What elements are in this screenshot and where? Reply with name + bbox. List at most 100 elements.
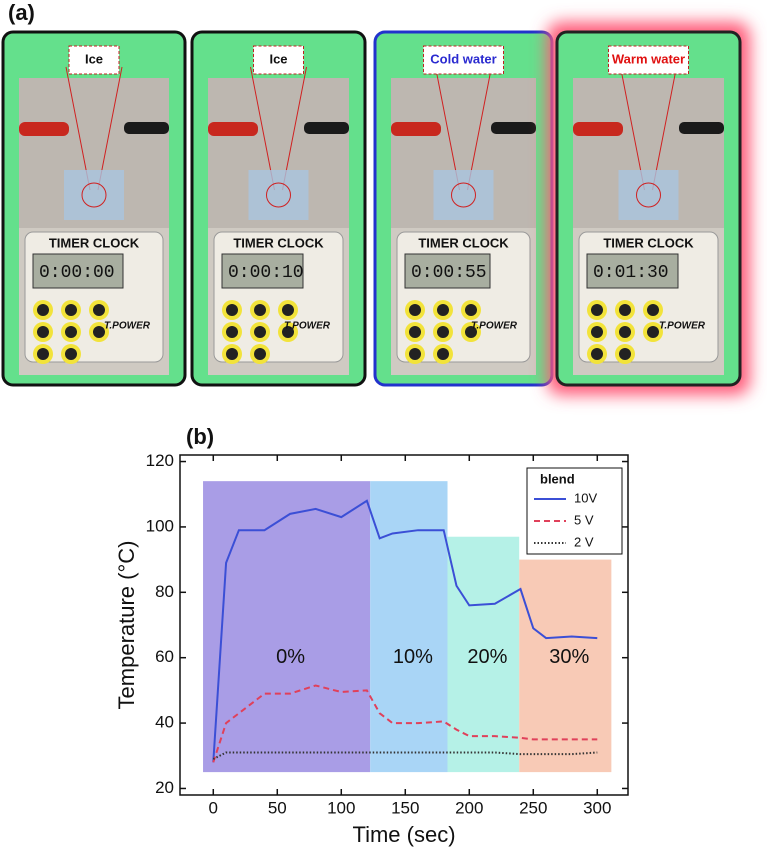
clip-right xyxy=(124,122,169,134)
button xyxy=(591,348,603,360)
sample xyxy=(64,170,124,220)
button xyxy=(282,326,294,338)
timer xyxy=(396,231,531,363)
timer-title: TIMER CLOCK xyxy=(418,235,509,250)
region-label: 30% xyxy=(549,646,589,668)
y-axis-title: Temperature (°C) xyxy=(114,541,139,710)
button xyxy=(282,304,294,316)
timer xyxy=(578,231,719,363)
region-label: 0% xyxy=(276,646,305,668)
sample xyxy=(248,170,309,220)
panel-label: (a) xyxy=(8,0,35,25)
y-tick-label: 80 xyxy=(155,582,174,601)
button xyxy=(465,326,477,338)
button xyxy=(65,326,77,338)
clip-right xyxy=(491,122,536,134)
clip-right xyxy=(679,122,724,134)
clip-left xyxy=(573,122,623,136)
tag: Ice xyxy=(269,51,287,66)
y-tick-label: 120 xyxy=(146,451,174,470)
button xyxy=(409,348,421,360)
button xyxy=(226,304,238,316)
series-line xyxy=(212,684,598,763)
timer-screen xyxy=(32,253,124,289)
timer-title: TIMER CLOCK xyxy=(233,235,324,250)
timer-time: 0:00:10 xyxy=(228,263,304,283)
brand: T.POWER xyxy=(471,321,518,332)
timer-title: TIMER CLOCK xyxy=(603,235,694,250)
timer-screen xyxy=(586,253,679,289)
button xyxy=(65,304,77,316)
clip-right xyxy=(304,122,349,134)
button xyxy=(465,304,477,316)
timer-screen xyxy=(404,253,491,289)
button xyxy=(619,304,631,316)
sample xyxy=(433,170,494,220)
tag-box xyxy=(608,45,689,75)
timer-title: TIMER CLOCK xyxy=(49,235,140,250)
legend-label: 5 V xyxy=(574,512,594,527)
y-tick-label: 100 xyxy=(146,516,174,535)
button xyxy=(254,326,266,338)
tag-box xyxy=(253,45,304,75)
zoom-lines xyxy=(620,66,677,191)
region-label: 20% xyxy=(467,646,507,668)
region xyxy=(519,559,612,773)
button xyxy=(619,326,631,338)
button xyxy=(437,348,449,360)
sample xyxy=(618,170,679,220)
x-tick-label: 50 xyxy=(268,798,287,817)
sample-mark xyxy=(636,182,661,208)
button xyxy=(409,304,421,316)
button xyxy=(254,348,266,360)
button xyxy=(226,348,238,360)
legend-box xyxy=(526,467,623,555)
series-line xyxy=(212,751,598,760)
panel-label: (b) xyxy=(186,424,214,449)
button xyxy=(647,304,659,316)
button xyxy=(93,304,105,316)
button xyxy=(619,348,631,360)
brand: T.POWER xyxy=(284,321,331,332)
timer-time: 0:00:00 xyxy=(39,263,115,283)
tag-box xyxy=(68,45,120,75)
button xyxy=(591,326,603,338)
clip-left xyxy=(391,122,441,136)
plot-frame xyxy=(179,454,629,796)
button xyxy=(254,304,266,316)
x-tick-label: 150 xyxy=(391,798,419,817)
series-line xyxy=(212,499,598,763)
x-tick-label: 0 xyxy=(209,798,218,817)
tag: Ice xyxy=(85,51,103,66)
timer-time: 0:01:30 xyxy=(593,263,669,283)
tag: Cold water xyxy=(430,51,496,66)
chart: 0% 10% 20% 30% 20 40 60 80 100 120 0 50 100 150 200 250… xyxy=(114,451,629,847)
sample-mark xyxy=(81,182,107,208)
button xyxy=(437,304,449,316)
region-label: 10% xyxy=(393,646,433,668)
legend-label: 10V xyxy=(574,490,597,505)
x-tick-label: 250 xyxy=(519,798,547,817)
timer-time: 0:00:55 xyxy=(411,263,487,283)
sample-mark xyxy=(266,182,291,208)
button xyxy=(226,326,238,338)
button xyxy=(409,326,421,338)
timer xyxy=(213,231,344,363)
button xyxy=(647,326,659,338)
zoom-lines xyxy=(65,66,123,191)
timer xyxy=(24,231,164,363)
timer-screen xyxy=(221,253,304,289)
x-tick-label: 300 xyxy=(583,798,611,817)
y-tick-label: 40 xyxy=(155,713,174,732)
clip-left xyxy=(208,122,258,136)
region xyxy=(203,481,371,773)
photo-row: Ice TIMER CLOCK 0:00:00 T.POWER Ice TIMER CLO… xyxy=(1,22,750,395)
x-axis-title: Time (sec) xyxy=(352,822,455,847)
button xyxy=(65,348,77,360)
zoom-lines xyxy=(435,66,492,191)
x-tick-label: 100 xyxy=(327,798,355,817)
region xyxy=(370,481,448,773)
y-tick-label: 60 xyxy=(155,647,174,666)
tag: Warm water xyxy=(612,51,685,66)
